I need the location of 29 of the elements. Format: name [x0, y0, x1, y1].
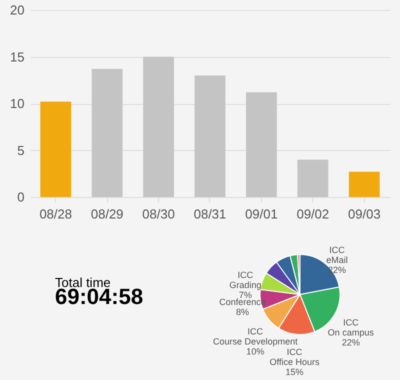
data-label: 22%	[342, 337, 360, 348]
x-tick-label: 08/29	[90, 206, 124, 222]
slice-label: ICC Course Development	[213, 326, 298, 346]
slice-label: ICC eMail	[326, 244, 348, 265]
y-tick-label: 20	[10, 2, 24, 18]
bar	[194, 75, 226, 197]
bar	[143, 56, 174, 197]
x-tick-label: 08/30	[142, 206, 175, 222]
bar	[297, 160, 328, 197]
data-label: 15%	[286, 367, 304, 378]
x-tick-label: 08/28	[39, 206, 72, 222]
data-label: 8%	[236, 306, 249, 317]
data-label: 7%	[238, 290, 252, 300]
x-tick-label: 09/01	[245, 206, 278, 222]
bar	[246, 92, 277, 197]
slice-label: ICC Grading	[229, 270, 262, 290]
bar	[40, 102, 72, 197]
y-tick-label: 0	[17, 190, 24, 204]
x-tick-label: 08/31	[194, 206, 226, 222]
x-tick-label: 09/02	[296, 206, 330, 222]
bar	[92, 68, 123, 197]
y-tick-label: 15	[10, 49, 24, 64]
slice-label: ICC Office Hours	[270, 347, 320, 368]
data-label: 10%	[246, 346, 264, 356]
bar	[348, 172, 380, 197]
y-tick-label: 5	[17, 142, 24, 158]
x-tick-label: 09/03	[348, 206, 381, 222]
slice-label: ICC On campus	[328, 317, 374, 338]
y-tick-label: 10	[10, 96, 24, 111]
